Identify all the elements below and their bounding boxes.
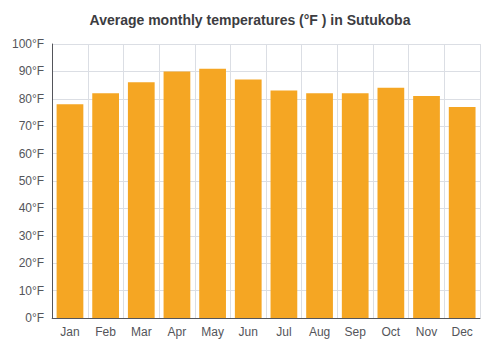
svg-text:Feb: Feb: [95, 325, 116, 339]
svg-text:90°F: 90°F: [19, 64, 44, 78]
svg-text:Mar: Mar: [131, 325, 152, 339]
svg-text:10°F: 10°F: [19, 284, 44, 298]
svg-text:Dec: Dec: [452, 325, 473, 339]
svg-text:Jul: Jul: [276, 325, 291, 339]
svg-text:100°F: 100°F: [12, 37, 44, 51]
svg-text:20°F: 20°F: [19, 256, 44, 270]
svg-text:50°F: 50°F: [19, 174, 44, 188]
svg-text:May: May: [201, 325, 224, 339]
svg-text:Jun: Jun: [239, 325, 258, 339]
svg-text:80°F: 80°F: [19, 92, 44, 106]
svg-text:70°F: 70°F: [19, 119, 44, 133]
svg-text:Average monthly temperatures (: Average monthly temperatures (°F ) in Su…: [90, 12, 411, 28]
svg-text:60°F: 60°F: [19, 147, 44, 161]
svg-text:Sep: Sep: [345, 325, 367, 339]
svg-text:Jan: Jan: [60, 325, 79, 339]
svg-text:40°F: 40°F: [19, 201, 44, 215]
svg-text:Nov: Nov: [416, 325, 437, 339]
svg-text:Oct: Oct: [382, 325, 401, 339]
svg-text:Aug: Aug: [309, 325, 330, 339]
svg-text:0°F: 0°F: [25, 311, 44, 325]
svg-text:Apr: Apr: [168, 325, 187, 339]
svg-text:30°F: 30°F: [19, 229, 44, 243]
